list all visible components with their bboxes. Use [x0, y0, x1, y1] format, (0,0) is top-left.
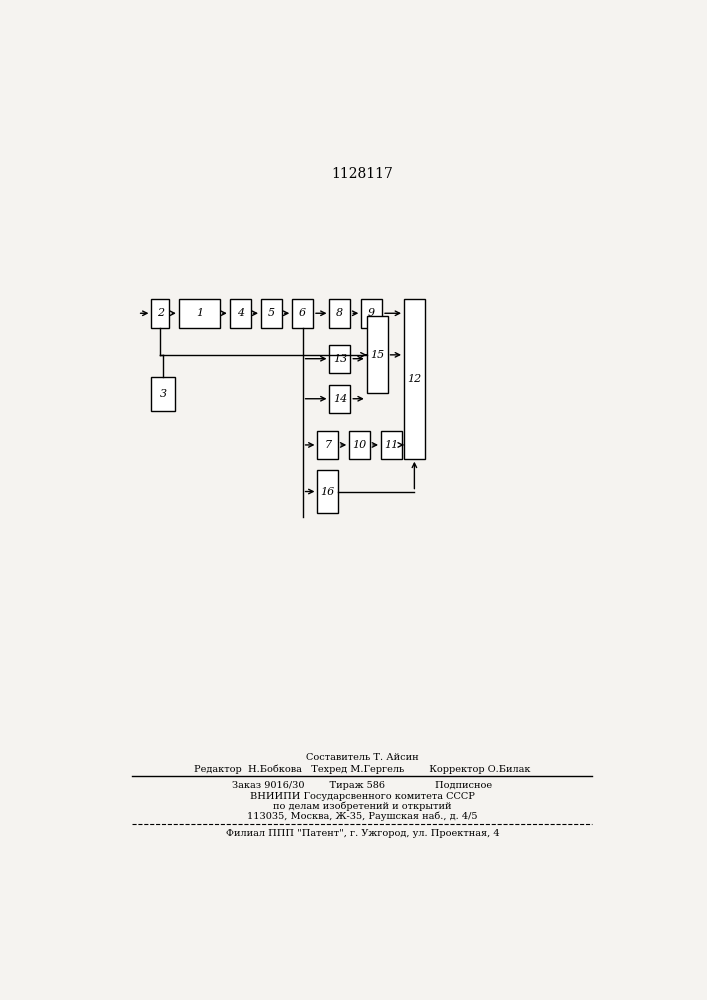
Text: 1: 1 [196, 308, 203, 318]
Bar [292, 299, 313, 328]
Text: Редактор  Н.Бобкова   Техред М.Гергель        Корректор О.Билак: Редактор Н.Бобкова Техред М.Гергель Корр… [194, 764, 530, 774]
Text: 16: 16 [321, 487, 335, 497]
Text: 15: 15 [370, 350, 385, 360]
Bar [329, 345, 350, 373]
Text: 6: 6 [299, 308, 306, 318]
Text: 7: 7 [325, 440, 332, 450]
Text: 12: 12 [407, 374, 421, 384]
Text: 9: 9 [368, 308, 375, 318]
Text: 8: 8 [337, 308, 344, 318]
Bar [329, 385, 350, 413]
Text: 14: 14 [333, 394, 347, 404]
Text: 113035, Москва, Ж-35, Раушская наб., д. 4/5: 113035, Москва, Ж-35, Раушская наб., д. … [247, 811, 478, 821]
Bar [367, 316, 387, 393]
Text: 11: 11 [384, 440, 399, 450]
Bar [317, 431, 338, 459]
Text: 13: 13 [333, 354, 347, 364]
Text: Составитель Т. Айсин: Составитель Т. Айсин [306, 753, 419, 762]
Bar [179, 299, 220, 328]
Text: по делам изобретений и открытий: по делам изобретений и открытий [273, 801, 452, 811]
Text: 10: 10 [353, 440, 367, 450]
Text: 4: 4 [237, 308, 244, 318]
Bar [151, 299, 170, 328]
Text: ВНИИПИ Государсвенного комитета СССР: ВНИИПИ Государсвенного комитета СССР [250, 792, 475, 801]
Text: 5: 5 [268, 308, 275, 318]
Text: Заказ 9016/30        Тираж 586                Подписное: Заказ 9016/30 Тираж 586 Подписное [233, 781, 492, 790]
Bar [317, 470, 338, 513]
Bar [349, 431, 370, 459]
Bar [381, 431, 402, 459]
Bar [230, 299, 250, 328]
Bar [361, 299, 382, 328]
Bar [151, 377, 175, 411]
Text: 3: 3 [160, 389, 167, 399]
Text: 1128117: 1128117 [332, 167, 393, 181]
Bar [404, 299, 425, 459]
Bar [329, 299, 350, 328]
Bar [261, 299, 282, 328]
Text: 2: 2 [157, 308, 164, 318]
Text: Филиал ППП "Патент", г. Ужгород, ул. Проектная, 4: Филиал ППП "Патент", г. Ужгород, ул. Про… [226, 829, 499, 838]
